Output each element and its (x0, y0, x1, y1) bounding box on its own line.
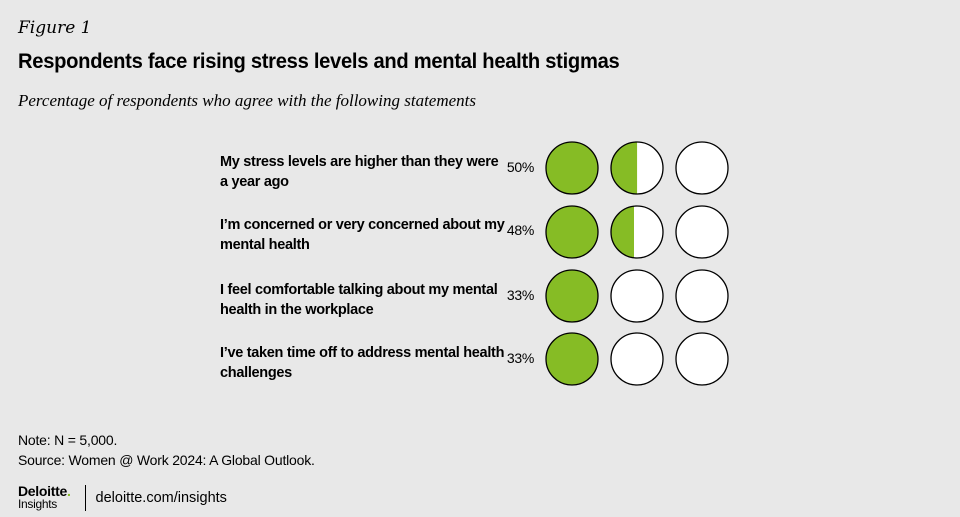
circle-outline (545, 269, 599, 323)
footer: Deloitte. Insights deloitte.com/insights (18, 484, 227, 512)
circle-background (676, 142, 728, 194)
circle-icon (545, 269, 599, 323)
percent-label: 48% (506, 222, 534, 238)
percent-label: 33% (506, 287, 534, 303)
circle-icon (610, 332, 664, 386)
circle-outline (675, 205, 729, 259)
circle-fill (611, 206, 634, 258)
circle-icon (675, 205, 729, 259)
circle-outline (610, 205, 664, 259)
circle-fill (546, 270, 598, 322)
circle-outline (610, 332, 664, 386)
site-link[interactable]: deloitte.com/insights (95, 490, 227, 506)
deloitte-insights-logo: Deloitte. Insights (18, 483, 71, 511)
percent-label: 50% (506, 159, 534, 175)
circle-icon (675, 269, 729, 323)
circle-fill (546, 206, 598, 258)
circle-icon (675, 332, 729, 386)
circle-background (611, 333, 663, 385)
statement-label: I’m concerned or very concerned about my… (220, 217, 505, 253)
logo-dot: . (66, 483, 71, 499)
note-text: Note: N = 5,000. (18, 432, 118, 448)
circle-outline (545, 141, 599, 195)
circle-fill (611, 142, 638, 194)
footer-divider (84, 485, 86, 511)
circle-outline (545, 205, 599, 259)
statement-label: I’ve taken time off to address mental he… (220, 345, 505, 381)
statement-label: My stress levels are higher than they we… (220, 154, 499, 190)
circle-outline (675, 141, 729, 195)
circle-icon (610, 269, 664, 323)
circle-fill (546, 142, 598, 194)
circle-outline (675, 332, 729, 386)
percent-label: 33% (506, 350, 534, 366)
circle-icon (545, 205, 599, 259)
statement-label: I feel comfortable talking about my ment… (220, 282, 498, 318)
circle-outline (675, 269, 729, 323)
circle-background (676, 270, 728, 322)
figure-label: Figure 1 (18, 18, 92, 38)
circle-outline (610, 269, 664, 323)
circle-icon (545, 141, 599, 195)
circle-background (676, 333, 728, 385)
source-text: Source: Women @ Work 2024: A Global Outl… (18, 452, 315, 468)
logo-name: Deloitte (18, 483, 67, 499)
circle-icon (610, 205, 664, 259)
circle-icon (610, 141, 664, 195)
chart-title: Respondents face rising stress levels an… (18, 50, 620, 73)
logo-sub: Insights (18, 497, 57, 511)
circle-icon (675, 141, 729, 195)
circle-outline (610, 141, 664, 195)
circle-outline (545, 332, 599, 386)
circle-icon (545, 332, 599, 386)
chart-subtitle: Percentage of respondents who agree with… (18, 91, 476, 110)
circle-fill (546, 333, 598, 385)
circle-background (611, 270, 663, 322)
circle-background (676, 206, 728, 258)
